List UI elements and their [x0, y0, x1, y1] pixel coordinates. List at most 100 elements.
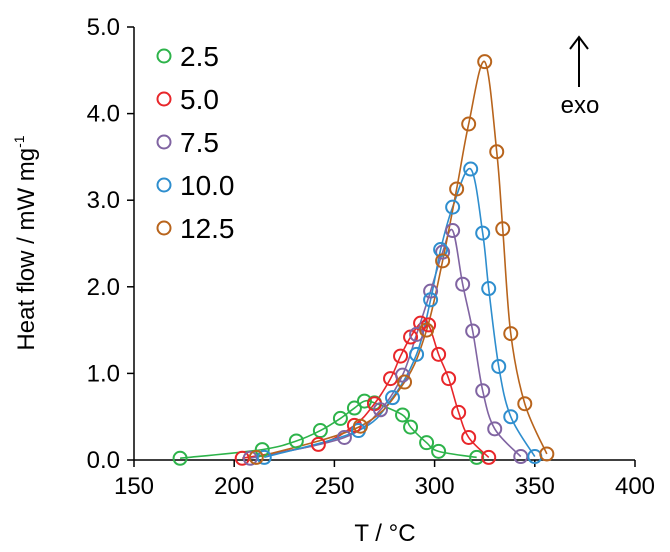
data-point [465, 323, 481, 339]
data-point [455, 276, 471, 292]
data-point [477, 54, 493, 70]
series-12.5 [256, 60, 548, 459]
data-point [481, 449, 497, 465]
data-point [441, 371, 457, 387]
series-points-12.5 [248, 54, 555, 465]
data-point [419, 322, 435, 338]
legend-marker [156, 91, 172, 107]
legend-label: 10.0 [180, 170, 235, 201]
x-tick-label: 250 [314, 473, 354, 500]
data-point [503, 409, 519, 425]
data-point [397, 374, 413, 390]
data-point [395, 407, 411, 423]
data-point [336, 429, 352, 445]
legend-label: 12.5 [180, 213, 235, 244]
series-points-7.5 [242, 223, 529, 466]
data-point [487, 421, 503, 437]
data-point [288, 433, 304, 449]
data-point [451, 404, 467, 420]
x-axis-title: T / °C [354, 520, 415, 547]
data-point [539, 446, 555, 462]
data-point [517, 396, 533, 412]
legend-item: 12.5 [156, 213, 235, 244]
series-line [242, 320, 490, 460]
legend-item: 7.5 [156, 127, 219, 158]
data-point [352, 418, 368, 434]
series-points-5.0 [234, 315, 497, 466]
data-point [310, 436, 326, 452]
y-axis-title: Heat flow / mW mg-1 [11, 135, 40, 350]
y-tick-label: 5.0 [87, 14, 120, 41]
series-7.5 [250, 228, 522, 460]
x-tick-label: 200 [214, 473, 254, 500]
legend-marker [156, 220, 172, 236]
data-point [372, 402, 388, 418]
data-point [242, 450, 258, 466]
y-tick-label: 4.0 [87, 101, 120, 128]
data-point [312, 423, 328, 439]
data-point [503, 326, 519, 342]
data-point [481, 281, 497, 297]
legend-label: 2.5 [180, 41, 219, 72]
data-point [489, 144, 505, 160]
data-point [445, 199, 461, 215]
data-point [385, 390, 401, 406]
y-tick-label: 3.0 [87, 187, 120, 214]
data-point [435, 253, 451, 269]
x-tick-label: 150 [114, 473, 154, 500]
x-ticks: 150 200 250 300 350 400 [114, 460, 655, 500]
data-point [172, 450, 188, 466]
data-point [491, 358, 507, 374]
data-point [256, 449, 272, 465]
y-tick-label: 1.0 [87, 360, 120, 387]
data-point [513, 449, 529, 465]
exo-label: exo [561, 92, 600, 119]
legend-marker [156, 134, 172, 150]
data-point [395, 367, 411, 383]
y-axis-title-exponent: -1 [11, 135, 27, 148]
data-point [475, 225, 491, 241]
data-point [356, 393, 372, 409]
data-point [419, 435, 435, 451]
data-point [431, 346, 447, 362]
data-point [346, 400, 362, 416]
data-point [403, 419, 419, 435]
legend-item: 5.0 [156, 84, 219, 115]
legend-marker [156, 177, 172, 193]
data-point [393, 348, 409, 364]
series-layer [172, 54, 555, 466]
series-points-10.0 [256, 161, 543, 465]
legend-label: 7.5 [180, 127, 219, 158]
data-point [475, 383, 491, 399]
data-point [461, 116, 477, 132]
x-tick-label: 350 [515, 473, 555, 500]
data-point [449, 181, 465, 197]
data-point [409, 346, 425, 362]
legend-item: 2.5 [156, 41, 219, 72]
data-point [463, 161, 479, 177]
exo-annotation: exo [561, 35, 600, 119]
exo-arrow-head [569, 35, 589, 50]
data-point [495, 221, 511, 237]
data-point [461, 429, 477, 445]
data-point [248, 449, 264, 465]
y-tick-label: 0.0 [87, 447, 120, 474]
series-2.5 [180, 399, 477, 460]
y-tick-label: 2.0 [87, 274, 120, 301]
data-point [423, 292, 439, 308]
data-point [431, 443, 447, 459]
series-line [256, 60, 548, 459]
data-point [234, 450, 250, 466]
y-axis-title-main: Heat flow / mW mg [13, 148, 40, 351]
data-point [433, 242, 449, 258]
series-5.0 [242, 320, 490, 460]
y-ticks: 0.0 1.0 2.0 3.0 4.0 5.0 [87, 14, 134, 474]
legend-marker [156, 48, 172, 64]
legend-label: 5.0 [180, 84, 219, 115]
data-point [445, 223, 461, 239]
x-tick-label: 400 [615, 473, 655, 500]
data-point [332, 410, 348, 426]
series-line [180, 399, 477, 460]
legend: 2.5 5.0 7.5 10.0 12.5 [156, 41, 235, 244]
